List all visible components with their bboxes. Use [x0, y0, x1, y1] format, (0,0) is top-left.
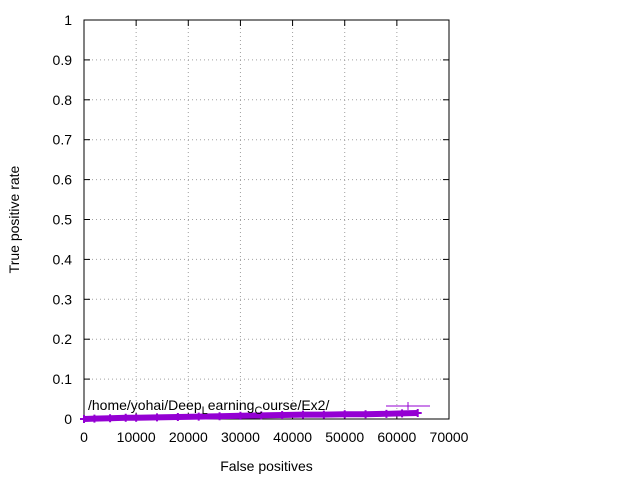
series-point — [398, 409, 407, 418]
y-tick-label: 0.6 — [53, 172, 73, 188]
x-tick-label: 30000 — [221, 429, 260, 445]
series-point — [173, 413, 182, 422]
x-tick-label: 50000 — [325, 429, 364, 445]
series-point — [257, 411, 266, 420]
y-tick-label: 0 — [64, 411, 72, 427]
series-point — [340, 410, 349, 419]
series-layer — [80, 409, 422, 423]
series-point — [299, 410, 307, 419]
series-point — [413, 409, 422, 418]
plot-area-border — [83, 19, 450, 420]
legend-label-part: ourse/Ex2/ — [262, 397, 329, 413]
x-tick-label: 60000 — [377, 429, 416, 445]
series-point — [132, 413, 141, 422]
y-tick-label: 0.5 — [53, 212, 73, 228]
y-tick-label: 1 — [64, 12, 72, 28]
legend-label-part: C — [254, 405, 262, 417]
series-point — [319, 410, 328, 419]
series-point — [153, 413, 161, 422]
y-axis-label: True positive rate — [6, 165, 22, 273]
legend-label-part: /home/yohai/Deep — [88, 397, 202, 413]
legend-label-part: earning — [208, 397, 255, 413]
legend-label-part: L — [202, 405, 208, 417]
x-tick-label: 40000 — [273, 429, 312, 445]
y-tick-label: 0.4 — [53, 251, 73, 267]
series-point — [121, 413, 130, 422]
y-tick-label: 0.1 — [53, 371, 73, 387]
y-tick-label: 0.7 — [53, 132, 73, 148]
series-point — [278, 411, 287, 420]
y-tick-label: 0.8 — [53, 92, 73, 108]
series-point — [80, 415, 88, 423]
series-point — [361, 410, 370, 419]
axis-ticks: 0 10000 20000 30000 40000 50000 60000 70000 0 0.1… — [53, 12, 469, 445]
series-point — [236, 411, 245, 420]
legend-swatch-marker — [404, 402, 412, 410]
series-point — [194, 412, 203, 421]
x-tick-label: 0 — [80, 429, 88, 445]
y-tick-label: 0.3 — [53, 291, 73, 307]
grid-lines — [84, 20, 449, 419]
y-tick-label: 0.9 — [53, 52, 73, 68]
legend: /home/yohai/DeepLearningCourse/Ex2/ — [88, 397, 430, 417]
x-tick-label: 20000 — [169, 429, 208, 445]
series-point — [90, 414, 99, 423]
legend-label: /home/yohai/DeepLearningCourse/Ex2/ — [88, 397, 329, 417]
x-axis-label: False positives — [220, 458, 313, 474]
y-tick-label: 0.2 — [53, 331, 73, 347]
series-point — [215, 412, 224, 421]
x-tick-label: 70000 — [430, 429, 469, 445]
x-tick-label: 10000 — [117, 429, 156, 445]
series-point — [106, 414, 115, 423]
series-point — [382, 409, 391, 418]
